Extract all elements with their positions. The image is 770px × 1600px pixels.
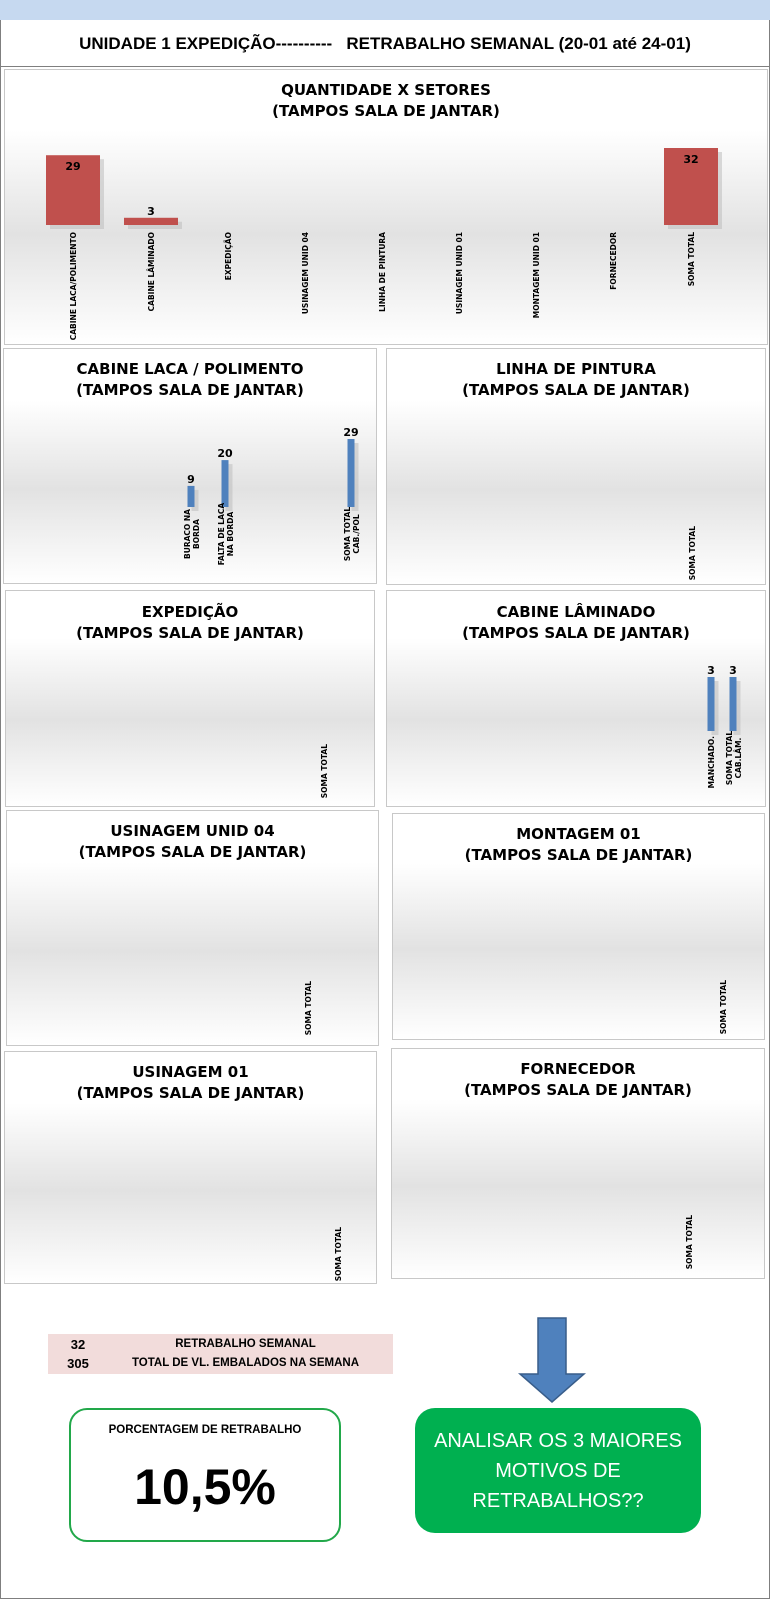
bar-shadow <box>733 681 741 735</box>
page-title: UNIDADE 1 EXPEDIÇÃO---------- RETRABALHO… <box>0 34 770 54</box>
summary-label-total: TOTAL DE VL. EMBALADOS NA SEMANA <box>131 1357 360 1369</box>
header-row <box>0 20 770 67</box>
chart-cabine-laminado: CABINE LÂMINADO (TAMPOS SALA DE JANTAR) … <box>386 590 766 807</box>
category-label: SOMA TOTALCAB.LÂM. <box>725 731 743 785</box>
bar <box>124 217 178 225</box>
chart-usinagem-unid-04: USINAGEM UNID 04 (TAMPOS SALA DE JANTAR)… <box>6 810 379 1046</box>
action-callout-text: ANALISAR OS 3 MAIORES MOTIVOS DE RETRABA… <box>434 1429 682 1512</box>
bar <box>707 677 715 731</box>
category-label: SOMA TOTAL <box>719 980 728 1034</box>
chart-title: CABINE LÂMINADO <box>496 603 656 621</box>
down-arrow-icon <box>518 1317 586 1403</box>
summary-value-total: 305 <box>67 1356 89 1371</box>
chart-title: USINAGEM UNID 04 <box>110 822 275 840</box>
category-label: FORNECEDOR <box>609 232 618 290</box>
summary-table: 32 RETRABALHO SEMANAL 305 TOTAL DE VL. E… <box>48 1334 393 1374</box>
data-label: 9 <box>187 473 195 486</box>
category-label: SOMA TOTAL <box>685 1215 694 1269</box>
category-label: CABINE LÂMINADO <box>147 232 156 311</box>
chart-title: USINAGEM 01 <box>132 1063 249 1081</box>
bar-shadow <box>191 489 199 511</box>
category-label: USINAGEM UNID 01 <box>455 232 464 314</box>
chart-subtitle: (TAMPOS SALA DE JANTAR) <box>464 846 693 864</box>
chart-subtitle: (TAMPOS SALA DE JANTAR) <box>78 843 307 861</box>
chart-subtitle: (TAMPOS SALA DE JANTAR) <box>464 1081 692 1099</box>
chart-svg: 29 CABINE LACA/POLIMENTO 3 CABINE LÂMINADO E… <box>46 148 722 340</box>
chart-subtitle: (TAMPOS SALA DE JANTAR) <box>76 381 304 399</box>
bar <box>187 485 195 507</box>
bar-shadow <box>225 464 233 511</box>
chart-svg: SOMA TOTAL <box>320 744 329 798</box>
category-label: FALTA DE LACANA BORDA <box>217 503 235 566</box>
category-label: SOMA TOTAL <box>334 1227 343 1281</box>
chart-subtitle: (TAMPOS SALA DE JANTAR) <box>272 102 500 120</box>
category-label: SOMA TOTALCAB./POL <box>343 507 361 561</box>
chart-usinagem-01: USINAGEM 01 (TAMPOS SALA DE JANTAR) SOMA… <box>4 1051 377 1284</box>
bar <box>729 677 737 731</box>
percentage-label: PORCENTAGEM DE RETRABALHO <box>108 1424 302 1436</box>
chart-svg: 9 BURACO NABORDA 20 FALTA DE LACANA BORDA 29… <box>183 426 361 566</box>
chart-subtitle: (TAMPOS SALA DE JANTAR) <box>76 624 304 642</box>
category-label: CABINE LACA/POLIMENTO <box>69 232 78 340</box>
bar-shadow <box>128 221 182 229</box>
category-label: SOMA TOTAL <box>688 526 697 580</box>
bar <box>221 460 229 507</box>
category-label: MONTAGEM UNID 01 <box>532 232 541 318</box>
category-label: USINAGEM UNID 04 <box>301 232 310 314</box>
category-label: SOMA TOTAL <box>687 232 696 286</box>
chart-svg: 3 MANCHADO. 3 SOMA TOTALCAB.LÂM. <box>707 664 743 789</box>
chart-montagem-01: MONTAGEM 01 (TAMPOS SALA DE JANTAR) SOMA… <box>392 813 765 1040</box>
chart-expedicao: EXPEDIÇÃO (TAMPOS SALA DE JANTAR) SOMA T… <box>5 590 375 807</box>
category-label: BURACO NABORDA <box>183 509 201 559</box>
bar-shadow <box>711 681 719 735</box>
data-label: 29 <box>65 160 80 173</box>
chart-svg: SOMA TOTAL <box>719 980 728 1034</box>
chart-subtitle: (TAMPOS SALA DE JANTAR) <box>462 381 690 399</box>
percentage-value: 10,5% <box>134 1459 276 1515</box>
chart-title: QUANTIDADE X SETORES <box>281 81 491 99</box>
chart-title: LINHA DE PINTURA <box>496 360 656 378</box>
top-bar <box>0 0 770 20</box>
percentage-box: PORCENTAGEM DE RETRABALHO 10,5% <box>69 1408 341 1542</box>
category-label: LINHA DE PINTURA <box>378 232 387 312</box>
data-label: 29 <box>343 426 358 439</box>
chart-overview: QUANTIDADE X SETORES (TAMPOS SALA DE JAN… <box>4 69 768 345</box>
data-label: 3 <box>707 664 715 677</box>
category-label: EXPEDIÇÃO <box>224 232 233 280</box>
chart-linha-pintura: LINHA DE PINTURA (TAMPOS SALA DE JANTAR)… <box>386 348 766 585</box>
chart-subtitle: (TAMPOS SALA DE JANTAR) <box>462 624 690 642</box>
category-label: SOMA TOTAL <box>304 981 313 1035</box>
data-label: 3 <box>729 664 737 677</box>
chart-svg: SOMA TOTAL <box>304 981 313 1035</box>
chart-laca-polimento: CABINE LACA / POLIMENTO (TAMPOS SALA DE … <box>3 348 377 584</box>
chart-title: MONTAGEM 01 <box>516 825 641 843</box>
bar <box>347 439 355 507</box>
summary-label-weekly: RETRABALHO SEMANAL <box>175 1338 316 1350</box>
category-label: MANCHADO. <box>707 736 716 789</box>
chart-svg: SOMA TOTAL <box>685 1215 694 1269</box>
action-callout: ANALISAR OS 3 MAIORES MOTIVOS DE RETRABA… <box>415 1408 701 1533</box>
bar-shadow <box>351 443 359 511</box>
summary-value-weekly: 32 <box>70 1337 86 1352</box>
bar <box>664 148 718 225</box>
data-label: 20 <box>217 447 233 460</box>
chart-subtitle: (TAMPOS SALA DE JANTAR) <box>76 1084 305 1102</box>
chart-svg: SOMA TOTAL <box>688 526 697 580</box>
chart-title: FORNECEDOR <box>520 1060 636 1078</box>
data-label: 3 <box>147 205 155 218</box>
category-label: SOMA TOTAL <box>320 744 329 798</box>
bar <box>46 155 100 225</box>
page-title-left: UNIDADE 1 EXPEDIÇÃO---------- <box>79 34 333 53</box>
chart-title: CABINE LACA / POLIMENTO <box>76 360 304 378</box>
chart-svg: SOMA TOTAL <box>334 1227 343 1281</box>
chart-fornecedor: FORNECEDOR (TAMPOS SALA DE JANTAR) SOMA … <box>391 1048 765 1279</box>
page-title-right: RETRABALHO SEMANAL (20-01 até 24-01) <box>346 34 691 53</box>
chart-title: EXPEDIÇÃO <box>141 603 239 621</box>
down-arrow-shape <box>518 1317 586 1403</box>
data-label: 32 <box>683 153 698 166</box>
